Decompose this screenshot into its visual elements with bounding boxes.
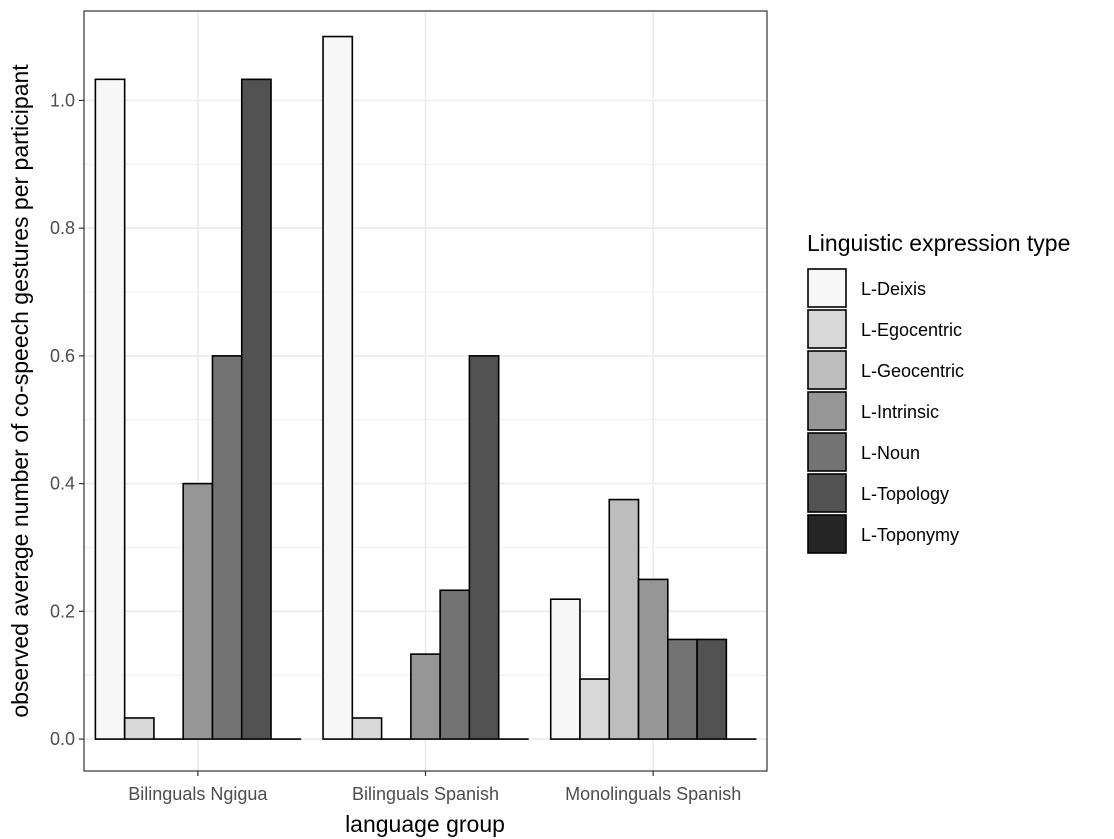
legend-label: L-Egocentric xyxy=(861,320,962,340)
bar-l-noun-2 xyxy=(439,589,471,740)
bars xyxy=(94,35,757,740)
legend-label: L-Noun xyxy=(861,443,920,463)
legend: Linguistic expression type L-Deixis L-Ego… xyxy=(807,230,1070,554)
bar-l-topology-1 xyxy=(240,78,272,740)
y-tick-label: 0.2 xyxy=(50,601,75,621)
y-tick-label: 0.0 xyxy=(50,729,75,749)
y-axis: 0.0 0.2 0.4 0.6 0.8 1.0 xyxy=(50,90,84,749)
bar-l-intrinsic-3 xyxy=(637,578,669,740)
legend-key xyxy=(807,473,847,513)
bar-l-intrinsic-2 xyxy=(410,653,441,740)
y-tick-label: 0.4 xyxy=(50,474,75,494)
bar-l-noun-1 xyxy=(211,355,243,740)
legend-label: L-Intrinsic xyxy=(861,402,939,422)
legend-key xyxy=(807,432,847,472)
bar-l-egocentric-3 xyxy=(579,678,611,740)
legend-key xyxy=(807,514,847,554)
bar-l-noun-3 xyxy=(667,638,698,740)
y-tick-label: 1.0 xyxy=(50,90,75,110)
legend-label: L-Deixis xyxy=(861,279,926,299)
legend-key xyxy=(807,268,847,308)
x-axis-title: language group xyxy=(345,811,505,837)
x-tick-label: Bilinguals Ngigua xyxy=(128,784,268,804)
legend-key xyxy=(807,391,847,431)
legend-label: L-Toponymy xyxy=(861,525,959,545)
x-axis: Bilinguals Ngigua Bilinguals Spanish Monol… xyxy=(128,771,741,804)
bar-l-topology-3 xyxy=(696,638,728,740)
bar-l-topology-2 xyxy=(468,355,500,740)
bar-l-geocentric-3 xyxy=(608,498,640,740)
x-tick-label: Monolinguals Spanish xyxy=(565,784,741,804)
bar-l-deixis-1 xyxy=(94,78,126,740)
legend-label: L-Geocentric xyxy=(861,361,964,381)
legend-key xyxy=(807,309,847,349)
y-tick-label: 0.6 xyxy=(50,346,75,366)
x-tick-label: Bilinguals Spanish xyxy=(352,784,499,804)
legend-label: L-Topology xyxy=(861,484,949,504)
bar-l-egocentric-2 xyxy=(351,717,383,740)
y-axis-title: observed average number of co-speech ges… xyxy=(7,64,33,718)
y-tick-label: 0.8 xyxy=(50,218,75,238)
bar-l-intrinsic-1 xyxy=(182,482,214,740)
legend-title: Linguistic expression type xyxy=(807,230,1070,256)
bar-l-deixis-2 xyxy=(322,35,354,740)
legend-key xyxy=(807,350,847,390)
bar-l-deixis-3 xyxy=(549,598,581,740)
bar-l-egocentric-1 xyxy=(123,717,155,740)
